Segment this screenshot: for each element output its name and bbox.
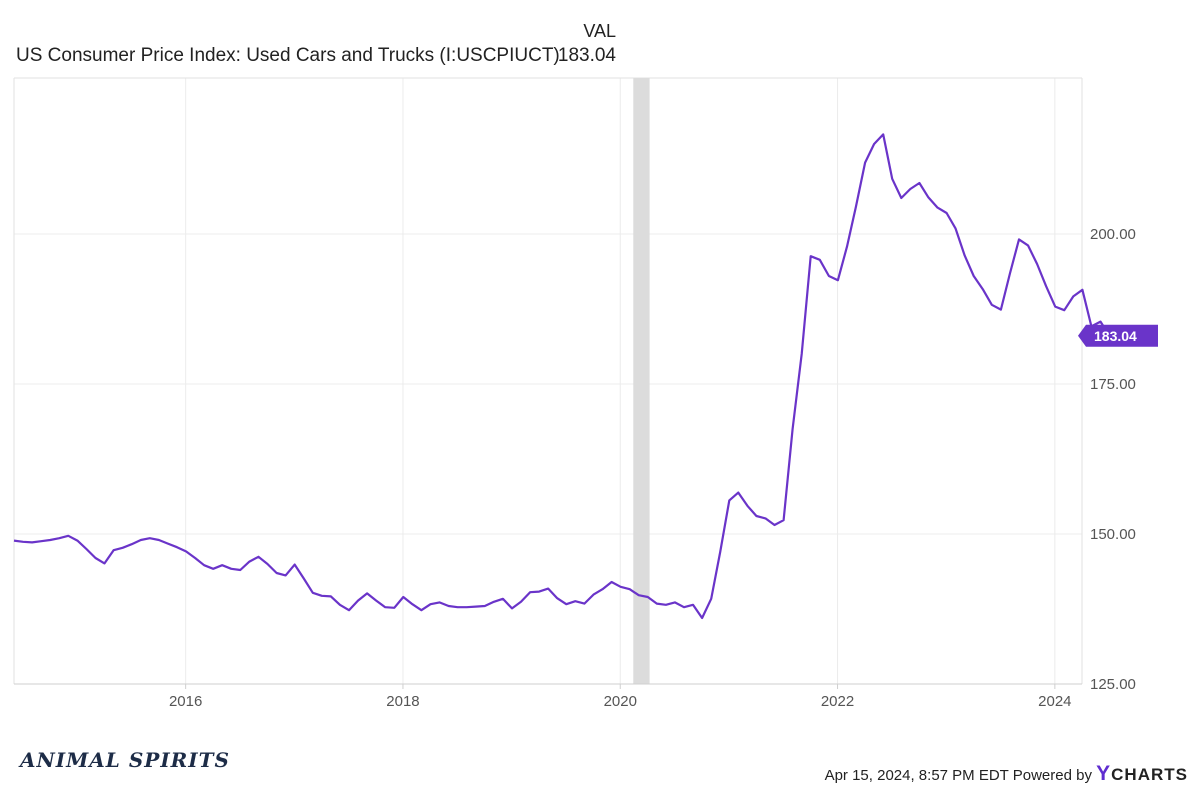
axes: 125.00 150.00 175.00 200.00 2016 2018 2020 2022…: [14, 226, 1136, 710]
ycharts-logo-y: Y: [1096, 762, 1112, 785]
x-tick-label: 2022: [821, 693, 854, 710]
ycharts-logo-text: CHARTS: [1111, 765, 1188, 784]
footer-attribution: Apr 15, 2024, 8:57 PM EDT Powered by YCH…: [825, 762, 1188, 786]
y-tick-label: 200.00: [1090, 226, 1136, 243]
y-tick-label: 175.00: [1090, 376, 1136, 393]
recession-band: [633, 78, 650, 684]
ycharts-logo[interactable]: YCHARTS: [1096, 762, 1188, 785]
legend-series-name[interactable]: US Consumer Price Index: Used Cars and T…: [16, 45, 560, 66]
last-value-tag: 183.04: [1078, 324, 1158, 347]
animal-spirits-logo: ANIMAL SPIRITS: [20, 748, 230, 772]
y-tick-label: 125.00: [1090, 676, 1136, 693]
y-tick-label: 150.00: [1090, 526, 1136, 543]
last-value-tag-shape: [1078, 324, 1158, 347]
legend-column-header: VAL: [583, 21, 616, 41]
x-tick-label: 2016: [169, 693, 202, 710]
legend-series-value: 183.04: [557, 45, 616, 66]
footer-timestamp: Apr 15, 2024, 8:57 PM EDT: [824, 767, 1009, 784]
x-tick-label: 2018: [386, 693, 419, 710]
x-tick-label: 2024: [1038, 693, 1071, 710]
plot-area[interactable]: [14, 78, 1082, 684]
last-value-tag-text: 183.04: [1094, 328, 1137, 344]
series-line[interactable]: [13, 133, 1111, 620]
x-tick-label: 2020: [604, 693, 637, 710]
footer-powered-by: Powered by: [1012, 767, 1092, 784]
